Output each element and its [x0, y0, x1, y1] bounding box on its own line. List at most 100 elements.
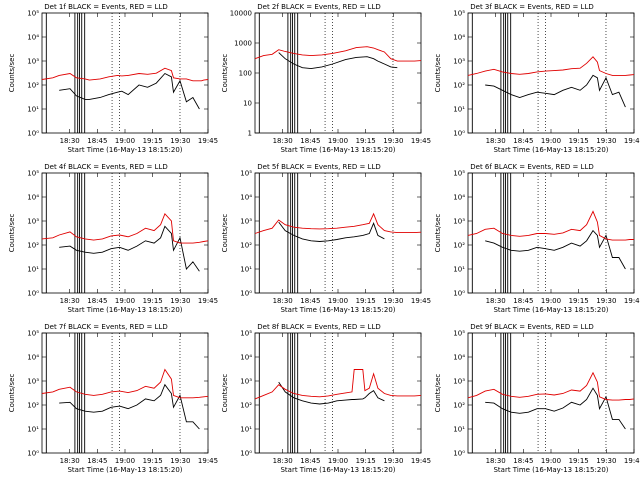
y-tick-label: 10⁵ — [453, 330, 465, 338]
y-tick-label: 10⁵ — [453, 10, 465, 18]
y-axis-label: Counts/sec — [434, 54, 442, 93]
x-tick-label: 19:15 — [569, 297, 589, 305]
y-tick-label: 10¹ — [27, 426, 39, 434]
x-tick-label: 19:15 — [569, 457, 589, 465]
y-tick-label: 1000 — [234, 40, 252, 48]
chart-panel: Det 3f BLACK = Events, RED = LLD 10⁰ 10¹ 10… — [434, 3, 640, 154]
y-axis-label: Counts/sec — [221, 374, 229, 413]
plot-frame — [467, 332, 635, 454]
x-tick-label: 19:45 — [411, 457, 431, 465]
plot-frame — [254, 12, 422, 134]
chart-panel: Det 9f BLACK = Events, RED = LLD 10⁰ 10¹ 10… — [434, 323, 640, 474]
x-axis-label: Start Time (16-May-13 18:15:20) — [493, 466, 608, 474]
lld-series-line — [254, 46, 422, 62]
y-tick-label: 10³ — [453, 378, 465, 386]
events-series-line — [485, 74, 626, 108]
plot-frame — [254, 172, 422, 294]
events-series-line — [278, 52, 398, 70]
events-series-line — [485, 229, 626, 270]
x-tick-label: 18:30 — [273, 137, 293, 145]
y-tick-label: 10⁰ — [240, 290, 252, 298]
chart-title: Det 3f BLACK = Events, RED = LLD — [470, 3, 593, 11]
chart-panel: Det 7f BLACK = Events, RED = LLD 10⁰ 10¹ 10… — [8, 323, 218, 474]
y-tick-label: 10⁴ — [27, 34, 39, 42]
y-tick-label: 10⁰ — [240, 450, 252, 458]
x-tick-label: 19:15 — [143, 297, 163, 305]
y-tick-label: 10¹ — [453, 426, 465, 434]
events-series-line — [59, 383, 200, 430]
x-tick-label: 19:45 — [411, 297, 431, 305]
plot-frame — [41, 12, 209, 134]
x-axis-label: Start Time (16-May-13 18:15:20) — [67, 146, 182, 154]
y-tick-label: 10⁴ — [453, 34, 465, 42]
x-tick-label: 19:00 — [328, 137, 348, 145]
chart-title: Det 9f BLACK = Events, RED = LLD — [470, 323, 593, 331]
x-tick-label: 19:00 — [541, 457, 561, 465]
x-tick-label: 18:45 — [300, 137, 320, 145]
y-tick-label: 10³ — [240, 378, 252, 386]
y-tick-label: 10² — [453, 242, 465, 250]
y-axis-label: Counts/sec — [434, 214, 442, 253]
x-tick-label: 19:00 — [115, 137, 135, 145]
x-axis-label: Start Time (16-May-13 18:15:20) — [280, 466, 395, 474]
x-tick-label: 19:30 — [596, 137, 616, 145]
y-axis-label: Counts/sec — [8, 214, 16, 253]
y-tick-label: 10⁵ — [27, 330, 39, 338]
y-tick-label: 10³ — [27, 378, 39, 386]
chart-panel: Det 2f BLACK = Events, RED = LLD 1 10 100 10… — [221, 3, 431, 154]
x-tick-label: 18:45 — [513, 457, 533, 465]
x-tick-label: 18:45 — [513, 297, 533, 305]
chart-panel: Det 4f BLACK = Events, RED = LLD 10⁰ 10¹ 10… — [8, 163, 218, 314]
x-tick-label: 19:15 — [143, 457, 163, 465]
x-axis-label: Start Time (16-May-13 18:15:20) — [280, 306, 395, 314]
x-tick-label: 18:45 — [513, 137, 533, 145]
plot-frame — [467, 12, 635, 134]
events-series-line — [59, 72, 200, 110]
x-tick-label: 19:15 — [356, 137, 376, 145]
x-tick-label: 18:30 — [486, 457, 506, 465]
plot-frame — [41, 332, 209, 454]
y-tick-label: 10¹ — [240, 266, 252, 274]
y-tick-label: 10¹ — [27, 106, 39, 114]
x-tick-label: 19:00 — [115, 457, 135, 465]
y-tick-label: 10 — [243, 100, 252, 108]
x-tick-label: 19:45 — [624, 457, 640, 465]
y-tick-label: 10² — [240, 402, 252, 410]
plot-frame — [467, 172, 635, 294]
y-tick-label: 10³ — [453, 58, 465, 66]
x-tick-label: 19:30 — [383, 297, 403, 305]
y-tick-label: 10³ — [453, 218, 465, 226]
chart-title: Det 2f BLACK = Events, RED = LLD — [257, 3, 380, 11]
plot-frame — [254, 332, 422, 454]
x-tick-label: 19:45 — [624, 137, 640, 145]
x-tick-label: 18:45 — [300, 457, 320, 465]
x-tick-label: 18:45 — [300, 297, 320, 305]
lld-series-line — [254, 212, 422, 234]
events-series-line — [278, 381, 385, 405]
chart-title: Det 7f BLACK = Events, RED = LLD — [44, 323, 167, 331]
x-tick-label: 18:30 — [60, 457, 80, 465]
y-axis-label: Counts/sec — [8, 54, 16, 93]
x-axis-label: Start Time (16-May-13 18:15:20) — [67, 306, 182, 314]
y-tick-label: 10⁵ — [240, 330, 252, 338]
x-tick-label: 19:15 — [356, 297, 376, 305]
events-series-line — [59, 225, 200, 272]
x-axis-label: Start Time (16-May-13 18:15:20) — [493, 306, 608, 314]
y-tick-label: 10⁴ — [240, 194, 252, 202]
y-tick-label: 10¹ — [453, 266, 465, 274]
y-tick-label: 10⁰ — [27, 130, 39, 138]
y-tick-label: 10² — [27, 402, 39, 410]
chart-panel: Det 8f BLACK = Events, RED = LLD 10⁰ 10¹ 10… — [221, 323, 431, 474]
lld-series-line — [41, 368, 209, 399]
y-tick-label: 10⁰ — [453, 290, 465, 298]
x-tick-label: 19:15 — [143, 137, 163, 145]
y-tick-label: 10³ — [240, 218, 252, 226]
x-tick-label: 19:00 — [541, 137, 561, 145]
y-tick-label: 10⁵ — [240, 170, 252, 178]
x-tick-label: 19:00 — [328, 297, 348, 305]
y-axis-label: Counts/sec — [221, 54, 229, 93]
y-tick-label: 10⁵ — [27, 170, 39, 178]
y-tick-label: 10³ — [27, 218, 39, 226]
x-tick-label: 18:45 — [87, 137, 107, 145]
y-tick-label: 10⁵ — [453, 170, 465, 178]
